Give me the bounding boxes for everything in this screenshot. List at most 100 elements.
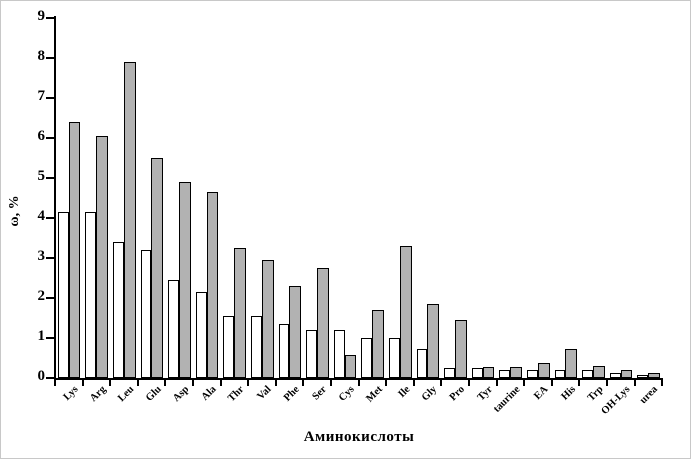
x-tick-label-OH-Lys: OH-Lys: [599, 384, 633, 417]
x-axis-tick: [468, 380, 470, 386]
bar-series-1-white-His: [554, 370, 566, 378]
y-axis-tick: [46, 57, 54, 59]
x-axis-tick: [136, 380, 139, 386]
bar-series-1-white-OH-Lys: [609, 373, 621, 378]
x-tick-label-Met: Met: [363, 384, 385, 405]
bar-series-1-white-Trp: [582, 370, 593, 378]
x-tick-label-Thr: Thr: [226, 384, 247, 405]
x-axis-tick: [302, 380, 305, 386]
y-tick-label-4: 4: [37, 208, 46, 224]
bar-series-1-white-Met: [361, 338, 373, 378]
x-axis-tick: [192, 380, 194, 386]
bar-series-1-white-Tyr: [471, 368, 483, 378]
x-tick-label-Leu: Leu: [115, 384, 136, 405]
bar-series-2-gray-Ala: [206, 192, 219, 378]
bar-series-2-gray-Pro: [455, 320, 467, 378]
bar-series-1-white-Val: [251, 316, 262, 378]
bar-series-1-white-Asp: [168, 280, 179, 378]
bar-series-2-gray-Met: [372, 310, 384, 378]
x-axis-tick: [330, 380, 332, 386]
y-tick-label-7: 7: [37, 88, 46, 104]
x-axis-tick: [357, 380, 360, 386]
x-axis-tick: [164, 380, 167, 386]
bar-series-2-gray-Ser: [317, 268, 329, 378]
x-tick-label-urea: urea: [638, 384, 661, 407]
x-axis-tick: [219, 380, 222, 386]
bar-series-2-gray-Cys: [344, 354, 357, 378]
bar-series-2-gray-Thr: [234, 248, 246, 378]
x-tick-label-taurine: taurine: [491, 384, 523, 415]
y-tick-label-0: 0: [37, 368, 46, 384]
bar-series-2-gray-Trp: [593, 366, 605, 378]
x-tick-label-Tyr: Tyr: [475, 384, 495, 404]
bar-series-2-gray-taurine: [510, 366, 522, 378]
x-axis-tick: [412, 380, 415, 386]
y-axis-tick: [46, 177, 54, 179]
x-axis-tick: [247, 380, 250, 386]
x-axis-tick: [578, 380, 581, 386]
bar-series-2-gray-Arg: [96, 136, 108, 378]
bar-series-2-gray-OH-Lys: [620, 370, 633, 378]
x-tick-label-Asp: Asp: [171, 384, 192, 405]
y-axis-tick: [46, 17, 54, 19]
x-tick-label-Phe: Phe: [281, 384, 302, 404]
bar-series-1-white-Glu: [140, 250, 152, 378]
x-axis-title: Аминокислоты: [303, 429, 415, 445]
y-axis-tick: [46, 337, 54, 339]
bar-series-1-white-Lys: [57, 212, 69, 378]
bar-series-1-white-EA: [527, 370, 538, 378]
bar-series-1-white-Phe: [278, 324, 290, 378]
bar-series-2-gray-urea: [648, 373, 660, 378]
bar-series-2-gray-Ile: [399, 246, 412, 378]
x-tick-label-Arg: Arg: [88, 384, 109, 405]
y-tick-label-1: 1: [37, 328, 46, 344]
x-axis-tick: [661, 380, 664, 386]
bar-series-1-white-Thr: [223, 316, 235, 378]
y-axis-tick: [46, 297, 54, 299]
bar-series-1-white-Gly: [416, 348, 428, 378]
x-tick-label-Val: Val: [255, 384, 274, 403]
x-tick-label-Ile: Ile: [395, 384, 412, 401]
x-axis-tick: [109, 380, 112, 386]
x-tick-label-EA: EA: [531, 384, 550, 403]
bar-series-1-white-Leu: [113, 242, 124, 378]
bar-series-1-white-urea: [637, 375, 649, 378]
y-tick-label-9: 9: [37, 8, 46, 24]
y-axis-tick: [46, 97, 54, 99]
x-axis-tick: [633, 380, 636, 386]
bar-series-2-gray-Phe: [289, 286, 302, 378]
x-axis-tick: [385, 380, 388, 386]
x-axis-tick: [440, 380, 443, 386]
x-tick-label-Lys: Lys: [61, 384, 81, 403]
y-axis-line: [54, 16, 56, 380]
x-axis-tick: [523, 380, 526, 386]
bar-series-2-gray-EA: [537, 362, 550, 378]
x-axis-tick: [54, 380, 56, 386]
bar-series-1-white-Ala: [195, 292, 207, 378]
y-axis-tick: [46, 377, 54, 379]
bar-series-2-gray-Gly: [427, 304, 440, 378]
bar-series-2-gray-Tyr: [482, 367, 495, 378]
bar-series-1-white-Ile: [389, 338, 400, 378]
y-tick-label-2: 2: [37, 288, 46, 304]
y-axis-tick: [46, 257, 54, 259]
x-axis-tick: [274, 380, 277, 386]
x-axis-tick: [495, 380, 498, 386]
y-tick-label-6: 6: [37, 128, 46, 144]
x-tick-label-His: His: [559, 384, 578, 403]
bar-series-1-white-Arg: [85, 212, 97, 378]
x-axis-tick: [81, 380, 84, 386]
bar-series-2-gray-Asp: [179, 182, 191, 378]
x-axis-line: [54, 378, 663, 380]
x-tick-label-Ser: Ser: [310, 384, 330, 403]
x-tick-label-Glu: Glu: [143, 384, 164, 404]
bar-series-2-gray-Glu: [151, 158, 164, 378]
bar-series-1-white-taurine: [499, 370, 511, 378]
x-tick-label-Cys: Cys: [337, 384, 357, 404]
bar-series-1-white-Pro: [444, 368, 455, 378]
y-tick-label-5: 5: [37, 168, 46, 184]
y-tick-label-3: 3: [37, 248, 46, 264]
x-tick-label-Trp: Trp: [585, 384, 606, 404]
bar-series-1-white-Cys: [333, 330, 345, 378]
x-tick-label-Ala: Ala: [199, 384, 219, 403]
